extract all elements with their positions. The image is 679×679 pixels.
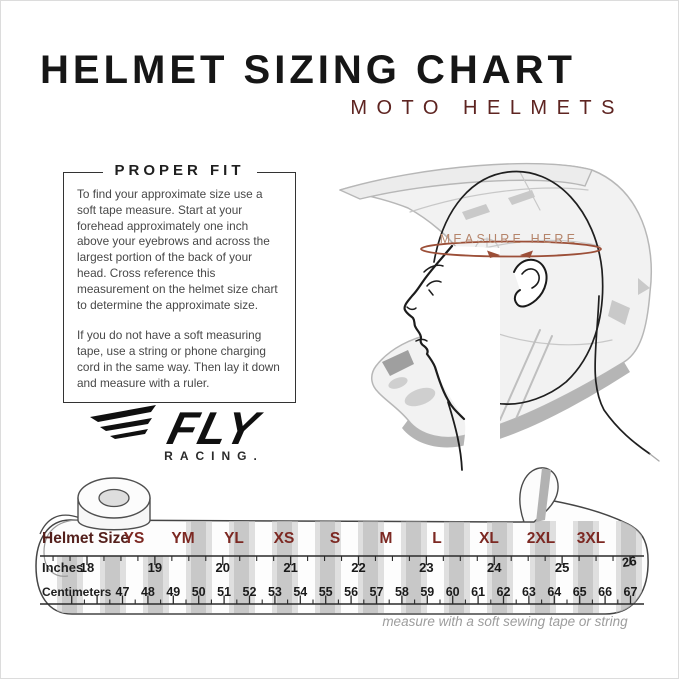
tape-left-curl [43,519,93,577]
cm-label: 63 [522,585,536,599]
helmet-illustration: MEASURE HERE [339,162,660,471]
size-values: YS YM YL XS S M L XL 2XL 3XL [124,530,606,547]
page-title: HELMET SIZING CHART [40,48,576,92]
head-outline [433,170,604,405]
tape-stripe [148,556,163,613]
size-label: M [380,530,393,547]
logo-wordmark: FLY [163,403,267,454]
cm-label: 66 [598,585,612,599]
inch-values: 18 19 20 21 22 23 24 25 26 [80,553,638,575]
cm-label: 54 [293,585,307,599]
tape-stripe [621,521,636,613]
inch-label: 23 [419,560,433,575]
tape-stripe [578,521,593,613]
inches-row-label: Inches [42,560,83,575]
logo-speed-line [100,418,152,431]
tape-stripe [191,521,206,613]
measure-note: measure with a soft sewing tape or strin… [382,614,628,629]
helmet-strap [499,329,553,429]
tape-measure-chart: Helmet Size Inches Centimeters YS YM YL XS S… [35,467,649,629]
neck-front-line [447,401,463,471]
cm-label: 47 [116,585,130,599]
cm-label: 57 [370,585,384,599]
size-label: S [330,530,340,547]
inch-label: 19 [148,560,162,575]
size-label: L [432,530,441,547]
tape-stripe [406,521,421,613]
tape-stripe [105,556,120,613]
size-label: 3XL [577,530,605,547]
tape-stripe [62,556,77,613]
tape-stripe [320,521,335,613]
logo-speed-line [90,405,156,422]
face-fill [405,246,500,470]
size-label: 2XL [527,530,555,547]
tape-stripes [57,521,642,613]
inch-label: 20 [216,560,230,575]
centimeters-row-label: Centimeters [42,585,112,599]
proper-fit-paragraph-1: To find your approximate size use a soft… [77,187,278,312]
proper-fit-paragraph-2: If you do not have a soft measuring tape… [77,328,280,390]
tape-left-flap [39,514,81,535]
tape-right-curl [519,467,559,523]
cm-label: 51 [217,585,231,599]
page-subtitle: MOTO HELMETS [350,97,624,119]
face-details [406,264,444,342]
helmet-size-row-label: Helmet Size [42,530,129,547]
cm-label: 56 [344,585,358,599]
cm-label: 50 [192,585,206,599]
cm-label: 58 [395,585,409,599]
cm-label: 59 [420,585,434,599]
size-label: YM [171,530,194,547]
face-profile [403,244,466,421]
tape-stripe [535,521,550,613]
inch-label: 18 [80,560,94,575]
cm-label: 48 [141,585,155,599]
cm-label: 49 [166,585,180,599]
logo-speed-line [110,429,148,439]
size-label: XL [479,530,499,547]
cm-label: 62 [497,585,511,599]
proper-fit-box: PROPER FIT To find your approximate size… [63,162,296,403]
cm-label: 55 [319,585,333,599]
tape-stripe [449,521,464,613]
measure-arrow-left-icon [520,250,533,258]
tape-roll-hole [98,488,130,508]
inch-label: 25 [555,560,569,575]
cm-label: 65 [573,585,587,599]
fly-racing-logo: FLY RACING. [90,403,267,463]
tape-stripe [492,521,507,613]
inch-label: 22 [351,560,365,575]
size-label: YL [224,530,244,547]
tape-roll [77,477,151,531]
neck-back-tail [649,453,660,462]
measure-ellipse [420,240,602,258]
neck-back-line [594,295,651,455]
cm-label: 67 [624,585,638,599]
cm-label: 60 [446,585,460,599]
cm-label: 61 [471,585,485,599]
measure-arrow-right-icon [487,250,500,258]
inch-label: 24 [487,560,502,575]
ear [513,258,548,308]
header: HELMET SIZING CHART MOTO HELMETS [40,48,640,120]
tape-stripe [234,521,249,613]
proper-fit-title: PROPER FIT [102,162,257,179]
logo-tagline: RACING. [164,449,264,463]
size-label: XS [274,530,295,547]
size-label: YS [124,530,145,547]
inch-label: 26 [621,553,638,570]
measure-here-label: MEASURE HERE [440,232,578,246]
cm-label: 53 [268,585,282,599]
ruler-ticks [52,556,632,604]
cm-label: 52 [243,585,257,599]
tape-stripe [277,521,292,613]
tape-stripe [363,521,378,613]
cm-label: 64 [547,585,561,599]
inch-label: 21 [283,560,297,575]
cm-values: 47 48 49 50 51 52 53 54 55 56 57 58 59 60 61 62 63 64 65 66… [116,585,638,599]
